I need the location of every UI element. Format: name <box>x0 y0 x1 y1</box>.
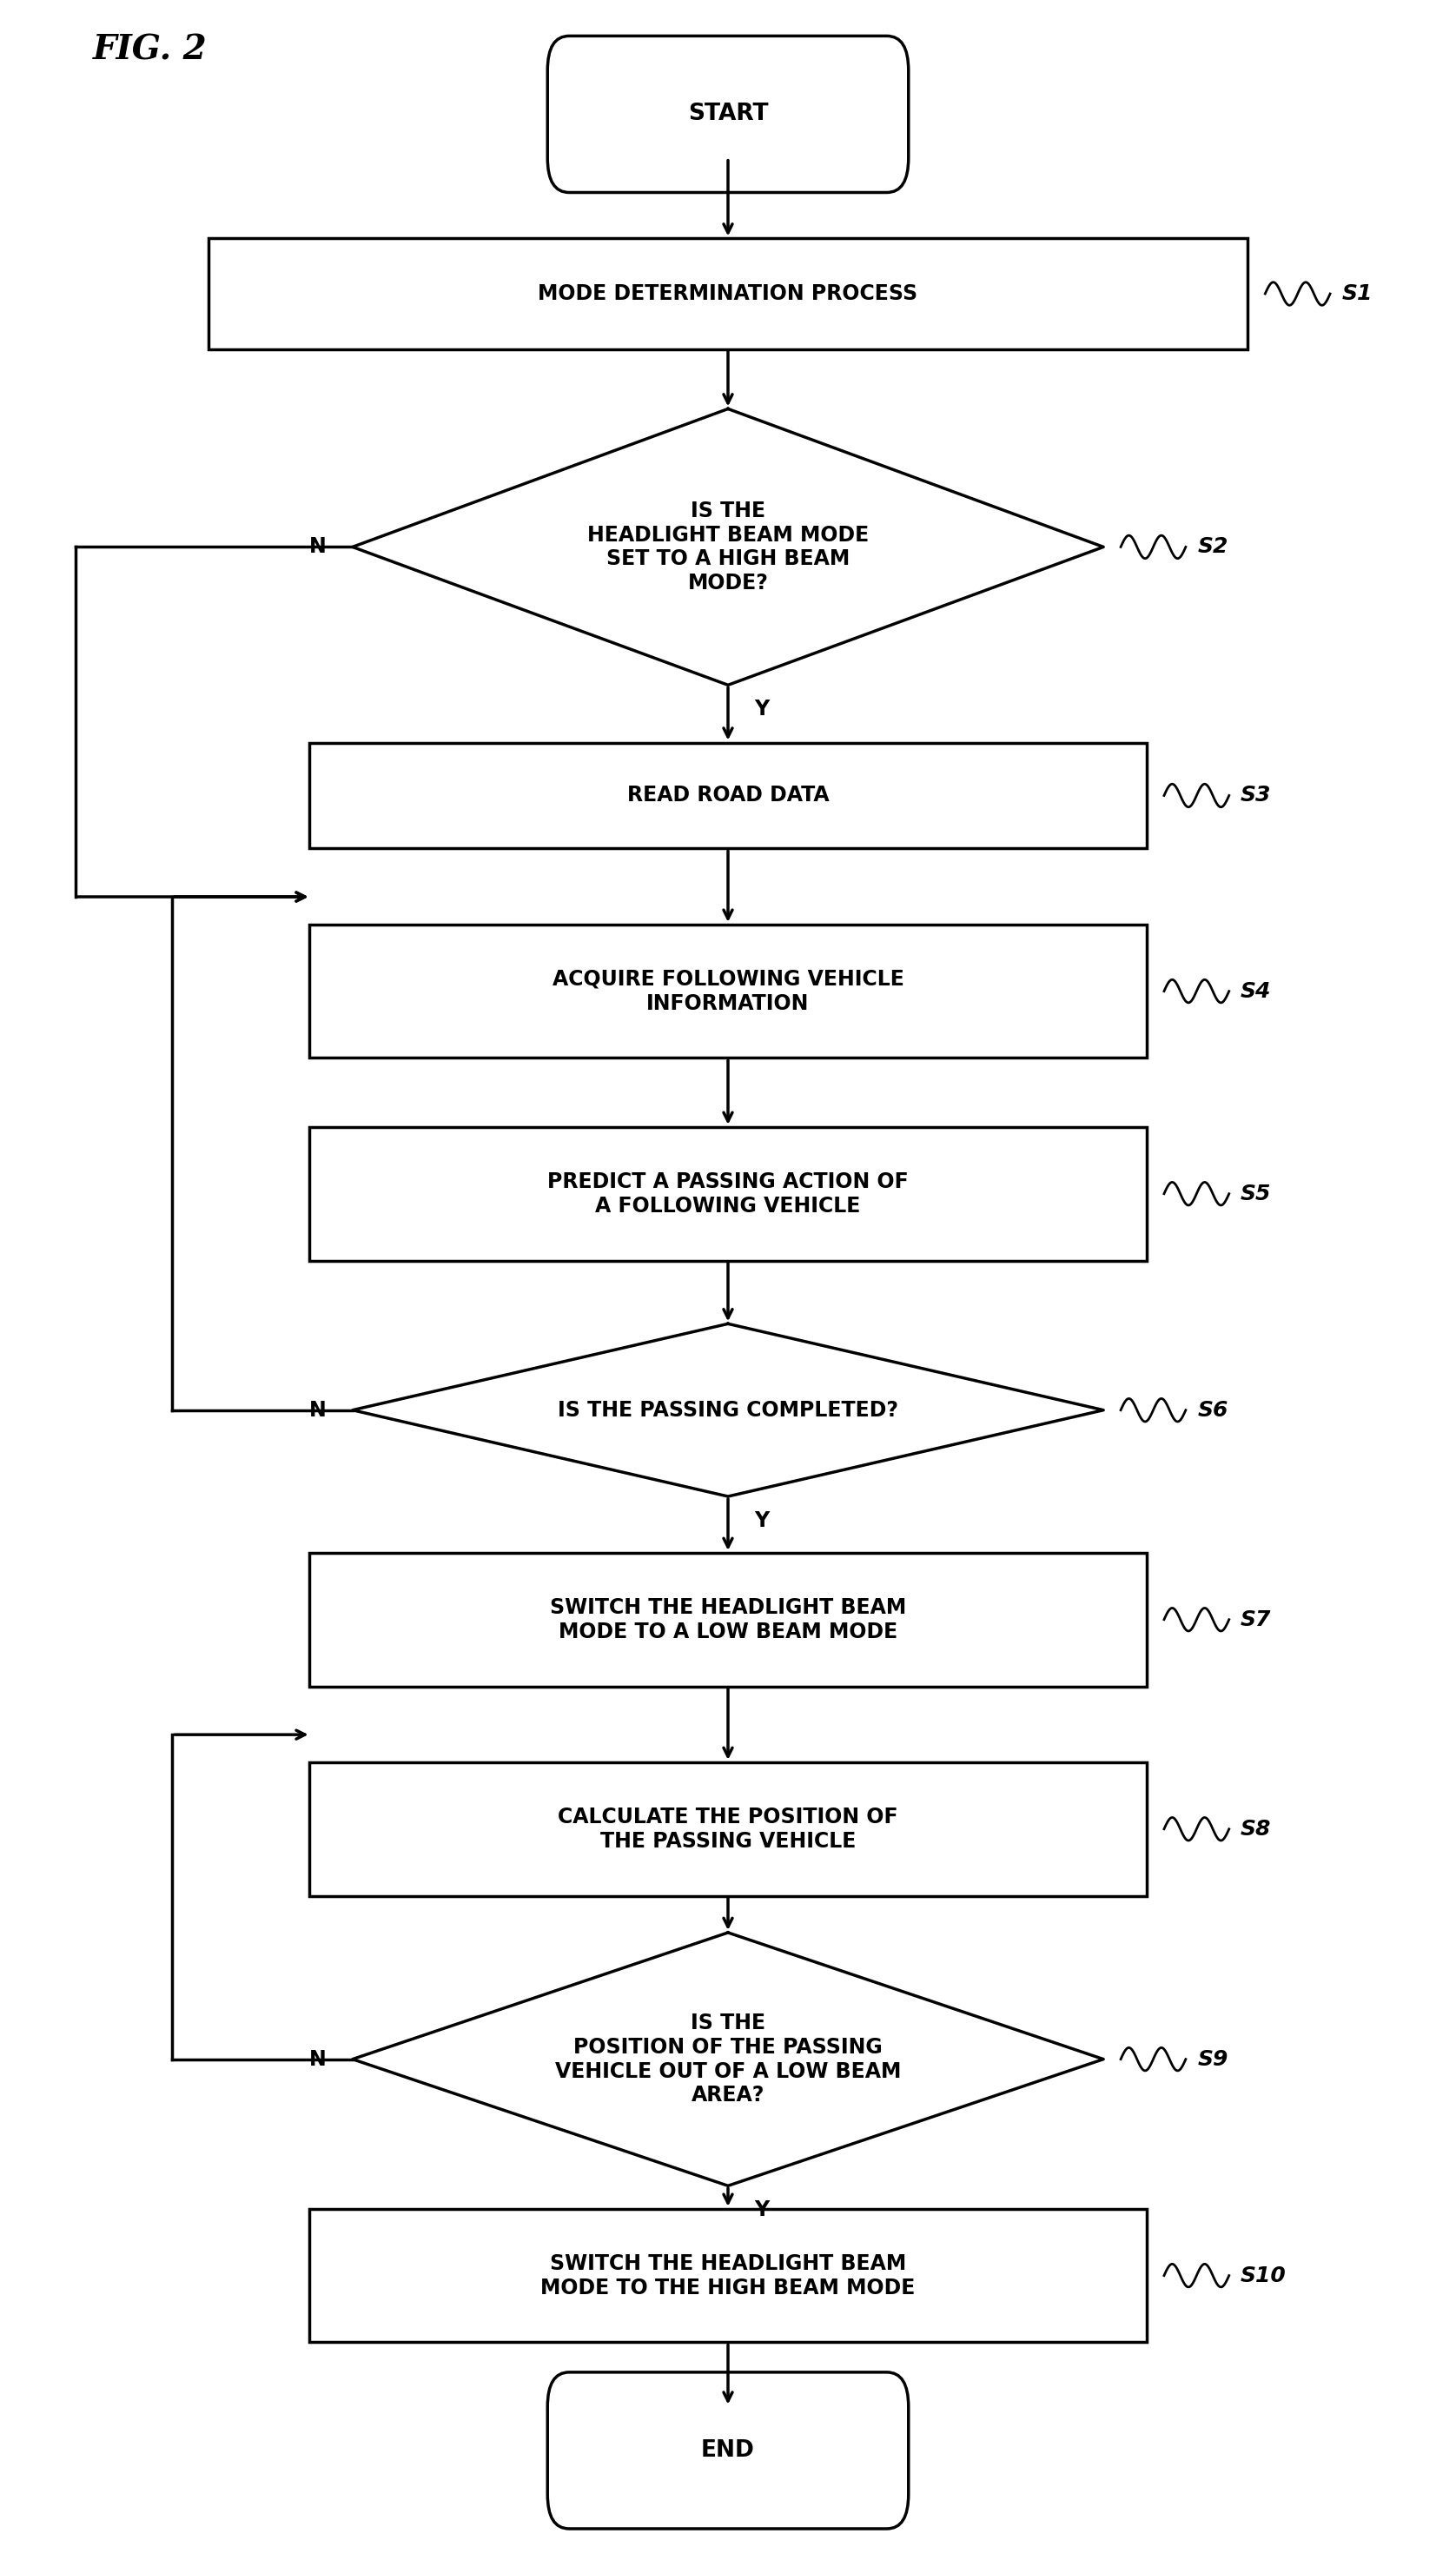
Text: IS THE
HEADLIGHT BEAM MODE
SET TO A HIGH BEAM
MODE?: IS THE HEADLIGHT BEAM MODE SET TO A HIGH… <box>587 501 869 593</box>
Bar <box>309 924 1147 1058</box>
Text: SWITCH THE HEADLIGHT BEAM
MODE TO THE HIGH BEAM MODE: SWITCH THE HEADLIGHT BEAM MODE TO THE HI… <box>540 2254 916 2297</box>
Bar <box>309 1127 1147 1260</box>
FancyBboxPatch shape <box>547 2372 909 2528</box>
Text: N: N <box>310 1399 326 1420</box>
Text: Y: Y <box>754 698 769 719</box>
Text: S5: S5 <box>1241 1183 1271 1204</box>
Polygon shape <box>352 1933 1104 2185</box>
Polygon shape <box>352 1325 1104 1497</box>
Bar <box>309 742 1147 850</box>
FancyBboxPatch shape <box>547 36 909 193</box>
Text: N: N <box>310 2048 326 2069</box>
Bar <box>309 1764 1147 1897</box>
Polygon shape <box>352 408 1104 685</box>
Text: N: N <box>310 537 326 557</box>
Text: READ ROAD DATA: READ ROAD DATA <box>628 786 828 806</box>
Bar <box>309 1553 1147 1687</box>
Text: ACQUIRE FOLLOWING VEHICLE
INFORMATION: ACQUIRE FOLLOWING VEHICLE INFORMATION <box>552 968 904 1014</box>
Text: FIG. 2: FIG. 2 <box>93 33 207 67</box>
Bar <box>309 2208 1147 2341</box>
Text: END: END <box>702 2439 754 2462</box>
Text: S7: S7 <box>1241 1610 1271 1630</box>
Text: Y: Y <box>754 2200 769 2220</box>
Text: S10: S10 <box>1241 2264 1287 2287</box>
Text: IS THE PASSING COMPLETED?: IS THE PASSING COMPLETED? <box>558 1399 898 1420</box>
Text: S1: S1 <box>1341 282 1373 303</box>
Text: START: START <box>687 103 769 126</box>
Text: PREDICT A PASSING ACTION OF
A FOLLOWING VEHICLE: PREDICT A PASSING ACTION OF A FOLLOWING … <box>547 1171 909 1217</box>
Text: S4: S4 <box>1241 981 1271 1001</box>
Text: SWITCH THE HEADLIGHT BEAM
MODE TO A LOW BEAM MODE: SWITCH THE HEADLIGHT BEAM MODE TO A LOW … <box>550 1597 906 1643</box>
Text: S3: S3 <box>1241 786 1271 806</box>
Bar <box>208 239 1248 349</box>
Text: S9: S9 <box>1197 2048 1227 2069</box>
Text: S6: S6 <box>1197 1399 1227 1420</box>
Text: Y: Y <box>754 1509 769 1530</box>
Text: MODE DETERMINATION PROCESS: MODE DETERMINATION PROCESS <box>539 282 917 303</box>
Text: IS THE
POSITION OF THE PASSING
VEHICLE OUT OF A LOW BEAM
AREA?: IS THE POSITION OF THE PASSING VEHICLE O… <box>555 2013 901 2105</box>
Text: S2: S2 <box>1197 537 1227 557</box>
Text: S8: S8 <box>1241 1817 1271 1841</box>
Text: CALCULATE THE POSITION OF
THE PASSING VEHICLE: CALCULATE THE POSITION OF THE PASSING VE… <box>558 1807 898 1851</box>
